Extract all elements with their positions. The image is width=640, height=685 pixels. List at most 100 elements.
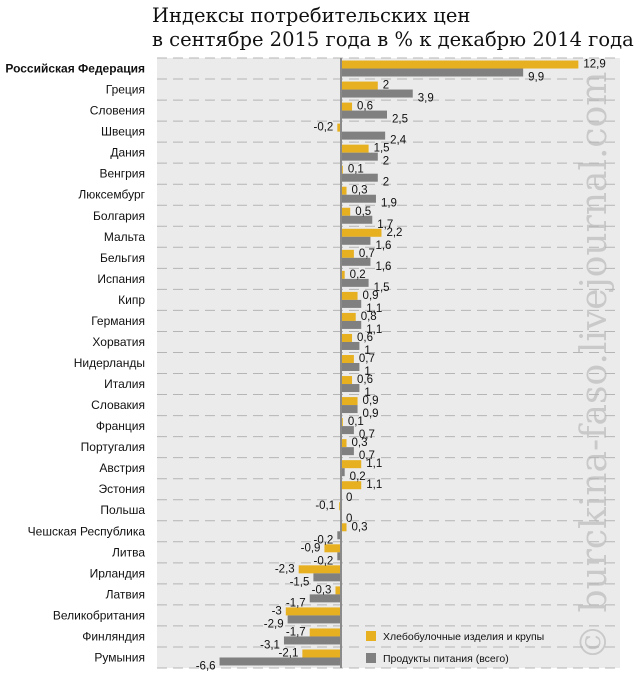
category-label: Швеция: [101, 125, 145, 139]
category-label: Испания: [97, 272, 145, 286]
legend-label-bakery: Хлебобулочные изделия и крупы: [383, 631, 544, 643]
bar-food-total-22: [337, 531, 341, 540]
bar-food-total-14: [341, 363, 360, 371]
value-label-food-total: 1,5: [374, 282, 390, 294]
value-label-bakery: -1,7: [286, 626, 306, 638]
value-label-food-total: 1,6: [375, 261, 391, 273]
bar-bakery-12: [341, 312, 356, 321]
value-label-bakery: 0,3: [352, 521, 368, 533]
bar-bakery-25: [335, 586, 341, 595]
value-label-food-total: 2: [383, 177, 389, 189]
chart-title-line-2: в сентябре 2015 года в % к декабрю 2014 …: [152, 28, 634, 51]
value-label-bakery: 0,9: [363, 290, 379, 302]
value-label-bakery: 0,5: [355, 206, 371, 218]
value-label-bakery: 2: [383, 80, 389, 92]
value-label-bakery: 0,9: [363, 395, 379, 407]
value-label-food-total: 1,9: [381, 198, 397, 210]
category-label: Болгария: [93, 209, 145, 223]
bar-food-total-1: [341, 89, 413, 98]
value-label-bakery: -0,9: [301, 542, 321, 554]
category-label: Чешская Республика: [28, 524, 146, 538]
legend: Хлебобулочные изделия и крупы Продукты п…: [366, 631, 544, 665]
value-label-bakery: 1,1: [366, 479, 382, 491]
bar-food-total-25: [309, 594, 341, 603]
value-label-bakery: 0,6: [357, 374, 373, 386]
value-label-food-total: -1,7: [286, 597, 306, 609]
value-label-bakery: 0,1: [348, 164, 364, 176]
category-label: Венгрия: [99, 167, 145, 181]
bar-food-total-3: [341, 131, 386, 140]
legend-label-food-total: Продукты питания (всего): [383, 653, 509, 665]
category-label: Италия: [104, 377, 145, 391]
category-label: Бельгия: [100, 251, 145, 265]
value-label-bakery: 0,3: [352, 185, 368, 197]
category-label: Финляндия: [82, 629, 145, 643]
value-label-food-total: 0,2: [350, 471, 366, 483]
value-label-food-total: 1,1: [366, 303, 382, 315]
chart-title: Индексы потребительских цен в сентябре 2…: [152, 4, 634, 52]
bar-food-total-28: [219, 657, 341, 666]
value-label-bakery: 0,6: [357, 101, 373, 113]
chart-title-line-1: Индексы потребительских цен: [152, 4, 471, 27]
value-label-food-total: -6,6: [196, 660, 216, 672]
value-label-food-total: 0,7: [359, 450, 375, 462]
value-label-bakery: -0,3: [312, 584, 332, 596]
value-label-bakery: 0,1: [348, 416, 364, 428]
value-label-food-total: -1,5: [290, 576, 310, 588]
bar-food-total-0: [341, 68, 524, 77]
category-label: Мальта: [104, 230, 145, 244]
bar-bakery-14: [341, 355, 354, 363]
bar-food-total-2: [341, 110, 387, 119]
value-label-food-total: 1: [364, 387, 370, 399]
value-label-bakery: 0,2: [350, 269, 366, 281]
bar-bakery-18: [341, 439, 347, 448]
bar-bakery-24: [298, 565, 341, 574]
bar-food-total-23: [337, 552, 341, 561]
bar-bakery-4: [341, 144, 369, 153]
value-label-food-total: 1: [364, 345, 370, 357]
category-label: Дания: [110, 146, 145, 160]
bar-food-total-18: [341, 447, 354, 456]
watermark: © burckina-faso.livejournal.com: [574, 72, 615, 660]
bar-food-total-27: [283, 636, 341, 645]
value-label-food-total: 2: [383, 156, 389, 168]
category-label: Нидерланды: [74, 356, 145, 370]
category-label: Хорватия: [92, 335, 145, 349]
category-label: Эстония: [99, 482, 146, 496]
bar-food-total-12: [341, 320, 362, 329]
value-label-food-total: -0,2: [313, 555, 333, 567]
bar-bakery-26: [285, 607, 341, 616]
gridlines: [157, 57, 620, 669]
bar-bakery-6: [341, 186, 347, 195]
bar-food-total-11: [341, 299, 362, 308]
category-label: Словакия: [91, 398, 145, 412]
bar-food-total-13: [341, 341, 360, 350]
bar-food-total-10: [341, 278, 369, 287]
value-label-food-total: -3,1: [260, 639, 280, 651]
plot-area: [157, 58, 620, 668]
bar-bakery-3: [337, 123, 341, 132]
value-label-bakery: -2,1: [279, 647, 299, 659]
bar-food-total-6: [341, 194, 376, 203]
category-label: Кипр: [118, 293, 145, 307]
category-labels: Российская Федерация Греция Словения Швеция…: [5, 62, 145, 665]
value-label-bakery: 0,7: [359, 248, 375, 260]
value-label-food-total: 2,5: [392, 114, 408, 126]
bar-food-total-8: [341, 236, 371, 245]
category-label: Великобритания: [53, 608, 145, 622]
bar-bakery-9: [341, 249, 354, 258]
bar-bakery-10: [341, 270, 345, 279]
bar-food-total-26: [287, 615, 341, 624]
bar-bakery-19: [341, 460, 362, 469]
bar-food-total-15: [341, 384, 360, 393]
value-label-food-total: 9,9: [528, 72, 544, 84]
bar-food-total-24: [313, 573, 341, 582]
value-label-food-total: 0: [346, 513, 352, 525]
value-label-food-total: 1: [364, 366, 370, 378]
bar-bakery-1: [341, 81, 378, 90]
bar-bakery-22: [341, 523, 347, 532]
value-label-bakery: 12,9: [583, 59, 605, 71]
bar-bakery-28: [302, 649, 341, 658]
bar-bakery-15: [341, 376, 353, 385]
value-label-bakery: 0,7: [359, 353, 375, 365]
